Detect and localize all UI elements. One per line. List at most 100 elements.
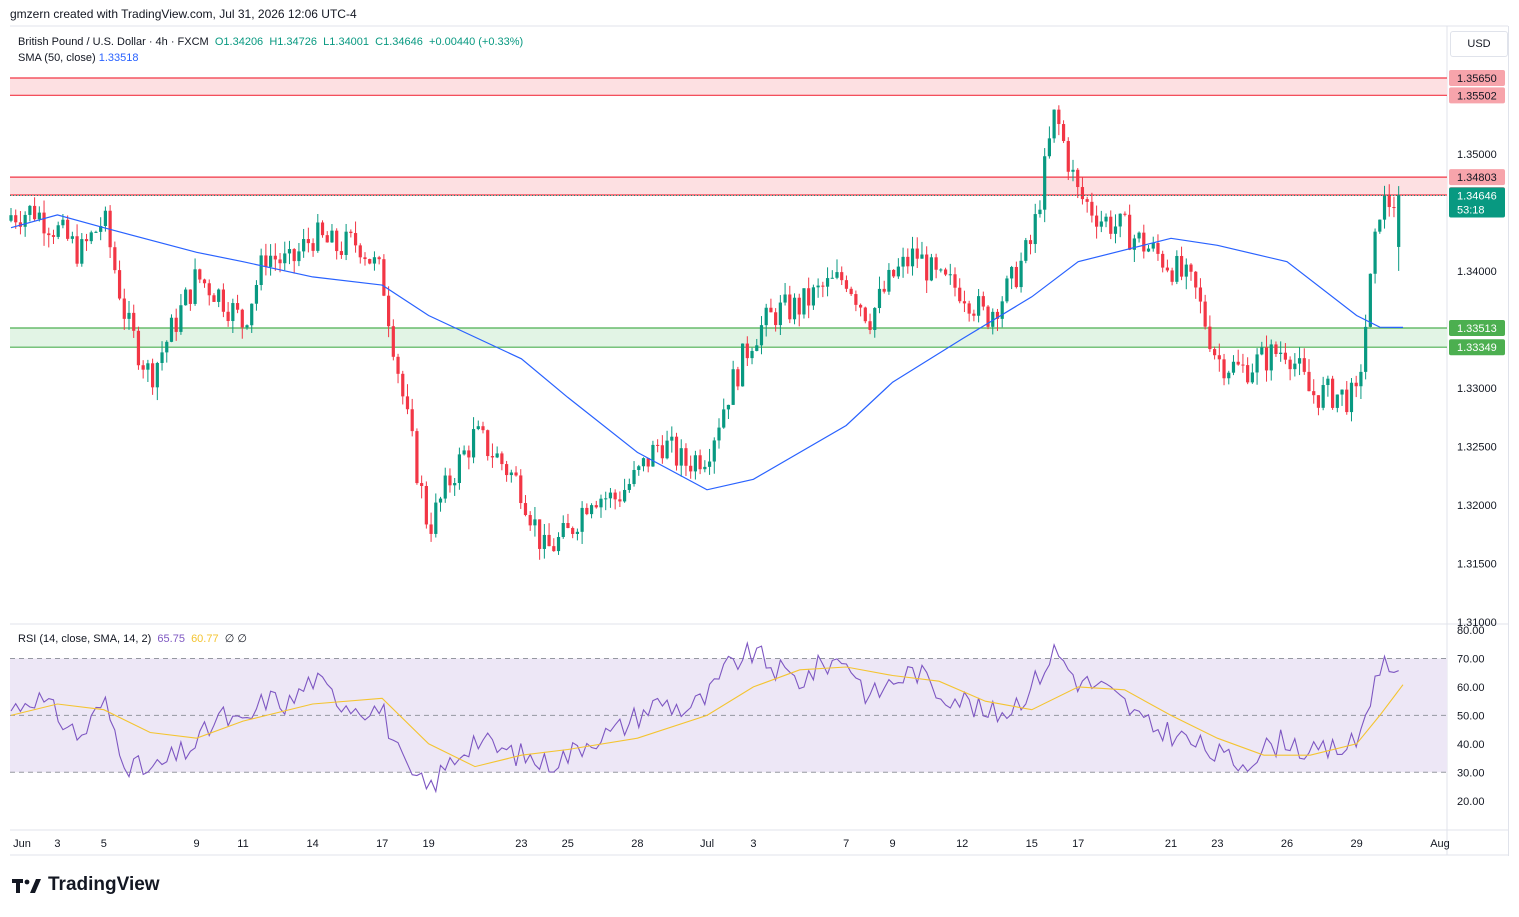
candle-body [235, 303, 240, 310]
candle-body [1179, 255, 1184, 277]
candle-body [1208, 326, 1212, 350]
candle-body [1283, 352, 1287, 360]
candle-body [226, 311, 230, 322]
candle-body [84, 239, 89, 242]
candle-body [637, 466, 641, 470]
candle-body [476, 426, 480, 430]
candle-body [1014, 266, 1018, 288]
candle-body [519, 475, 523, 504]
candle-body [1104, 216, 1108, 222]
candle-body [184, 289, 188, 306]
candle-body [750, 350, 754, 359]
candle-body [580, 507, 584, 532]
candle-body [835, 272, 839, 278]
candle-body [1279, 352, 1283, 354]
candle-body [94, 231, 98, 233]
candle-body [1156, 243, 1160, 254]
rsi-sma-line [10, 666, 1404, 768]
candle-body [1010, 266, 1014, 279]
candle-body [66, 219, 70, 239]
candle-body [571, 528, 575, 534]
sma-label: SMA (50, close) [18, 52, 96, 64]
candle-body [981, 296, 985, 307]
candle-body [953, 274, 957, 288]
candle-body [368, 259, 372, 264]
candle-body [1217, 355, 1221, 360]
candle-body [1170, 270, 1174, 282]
time-tick-label: 5 [101, 838, 107, 850]
price-tick-label: 1.33000 [1457, 383, 1497, 395]
price-tick-label: 1.32500 [1457, 442, 1497, 454]
candle-body [1095, 215, 1099, 227]
candle-body [627, 484, 631, 490]
rsi-tick-label: 50.00 [1457, 710, 1485, 722]
time-tick-label: 7 [843, 838, 849, 850]
candle-body [646, 458, 650, 467]
candle-body [1260, 347, 1264, 355]
candle-body [731, 369, 735, 405]
candle-body [495, 453, 499, 458]
candle-body [358, 245, 362, 258]
candle-body [127, 312, 131, 319]
candle-body [693, 455, 697, 472]
candle-body [75, 236, 79, 264]
candle-body [1236, 361, 1240, 365]
candle-body [1038, 209, 1042, 215]
candle-body [1302, 358, 1306, 372]
rsi-tick-label: 60.00 [1457, 682, 1485, 694]
candle-body [830, 277, 834, 279]
candle-body [1000, 301, 1004, 319]
candle-body [1269, 344, 1273, 371]
candle-body [207, 283, 211, 296]
change-value: +0.00440 (+0.33%) [429, 36, 524, 48]
candle-body [538, 519, 542, 549]
candle-body [136, 330, 141, 366]
zone-label-support-top: 1.33513 [1457, 323, 1497, 335]
candle-body [1246, 365, 1250, 383]
sma-value: 1.33518 [98, 52, 139, 64]
candle-body [585, 507, 589, 515]
candle-body [1203, 301, 1207, 327]
candle-body [995, 311, 1000, 319]
rsi-extra: ∅ ∅ [224, 633, 247, 645]
candle-body [1128, 214, 1132, 250]
candle-body [1161, 253, 1165, 268]
candle-body [1047, 138, 1051, 157]
candle-body [1255, 354, 1259, 373]
candle-body [320, 222, 325, 236]
candle-body [500, 453, 504, 465]
candle-body [122, 298, 126, 319]
candle-body [698, 455, 702, 470]
candles-group [9, 105, 1401, 560]
candle-body [887, 269, 891, 292]
candle-body [825, 278, 830, 287]
candle-body [651, 444, 655, 467]
candle-body [1397, 195, 1401, 247]
candle-body [811, 287, 815, 306]
candle-body [240, 309, 244, 328]
candle-body [1293, 363, 1297, 370]
candle-body [1142, 232, 1146, 252]
candle-body [1387, 195, 1391, 208]
candle-body [415, 431, 419, 484]
currency-selector[interactable]: USD [1450, 31, 1508, 57]
candle-body [297, 251, 301, 262]
time-tick-label: Aug [1430, 838, 1450, 850]
candle-body [51, 235, 56, 237]
candle-body [1137, 232, 1141, 239]
time-tick-label: 28 [631, 838, 643, 850]
candle-body [533, 519, 537, 526]
candle-body [56, 225, 60, 237]
countdown-label: 53:18 [1457, 204, 1485, 216]
candle-body [528, 515, 532, 526]
candle-body [117, 270, 122, 299]
candle-body [816, 285, 820, 288]
time-tick-label: 3 [750, 838, 756, 850]
candle-body [429, 524, 433, 534]
rsi-tick-label: 20.00 [1457, 796, 1485, 808]
candle-body [1392, 207, 1396, 209]
candle-body [339, 251, 343, 255]
candle-body [212, 295, 216, 302]
zone-resistance-lower [10, 177, 1447, 195]
